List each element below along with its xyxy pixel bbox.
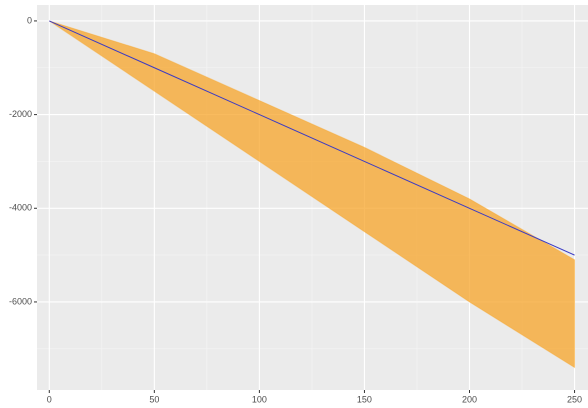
x-tick-label: 50	[149, 394, 159, 404]
line	[49, 20, 575, 256]
y-tick-label: 0	[27, 15, 32, 25]
y-tick-label: -2000	[9, 109, 32, 119]
y-tick-label: -4000	[9, 203, 32, 213]
simulation-band	[49, 20, 576, 369]
x-tick-label: 150	[357, 394, 372, 404]
x-tick-label: 250	[567, 394, 582, 404]
x-tick-label: 100	[252, 394, 267, 404]
y-tick-label: -6000	[9, 296, 32, 306]
x-tick-label: 200	[462, 394, 477, 404]
x-tick-label: 0	[47, 394, 52, 404]
